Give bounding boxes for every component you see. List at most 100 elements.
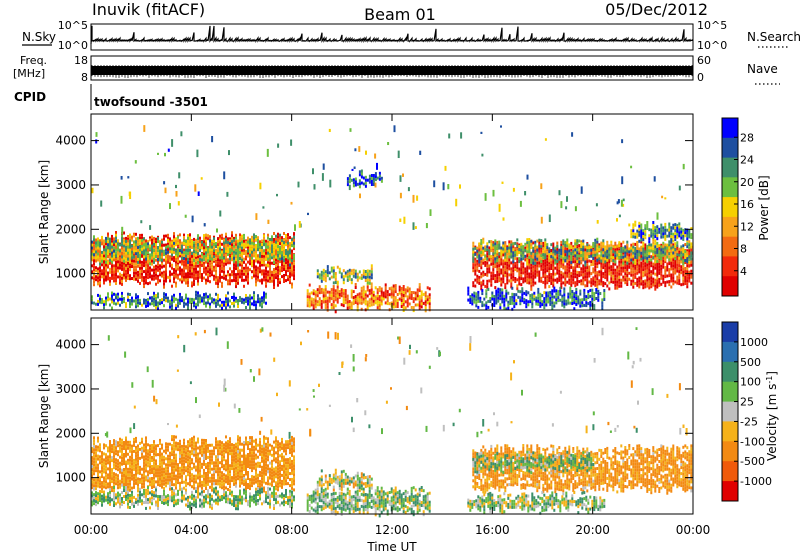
power-cell bbox=[686, 242, 689, 246]
power-cell bbox=[664, 228, 667, 232]
power-cell bbox=[229, 242, 231, 246]
power-cell bbox=[370, 264, 373, 268]
power-cell bbox=[326, 274, 329, 278]
power-cell bbox=[175, 269, 177, 273]
power-cell bbox=[541, 303, 544, 307]
power-cell bbox=[630, 246, 633, 250]
power-cell bbox=[253, 268, 255, 272]
power-cell bbox=[680, 271, 683, 275]
power-cell bbox=[494, 280, 497, 284]
power-cell bbox=[243, 236, 245, 240]
power-cell bbox=[374, 301, 377, 305]
power-cell bbox=[147, 276, 149, 280]
power-cell bbox=[113, 240, 115, 244]
power-cell bbox=[121, 246, 123, 250]
power-cell bbox=[119, 263, 121, 267]
power-cell bbox=[490, 249, 493, 253]
power-cell bbox=[672, 258, 675, 262]
power-cell bbox=[576, 257, 579, 261]
nsky-tick-bottom: 10^0 bbox=[58, 39, 88, 52]
power-cell bbox=[656, 264, 659, 268]
power-cell bbox=[486, 282, 489, 286]
power-cell bbox=[151, 262, 153, 266]
power-cell bbox=[580, 251, 583, 254]
power-cell bbox=[293, 232, 295, 236]
nsearch-label: N.Search bbox=[747, 30, 800, 44]
power-cell bbox=[127, 274, 129, 277]
power-cell bbox=[368, 275, 371, 279]
power-cell bbox=[235, 264, 237, 268]
power-cell bbox=[127, 245, 129, 249]
power-cell bbox=[492, 274, 495, 278]
power-cell bbox=[642, 235, 645, 239]
power-cell bbox=[181, 296, 183, 300]
power-cell bbox=[690, 248, 693, 252]
power-cell bbox=[360, 286, 363, 290]
power-cell bbox=[217, 279, 219, 283]
power-cell bbox=[350, 281, 353, 285]
power-cell bbox=[105, 236, 107, 240]
power-cell bbox=[662, 274, 665, 278]
power-cell bbox=[656, 279, 659, 283]
power-cell bbox=[484, 260, 487, 264]
power-cell bbox=[209, 305, 211, 309]
power-cell bbox=[632, 251, 635, 255]
power-cell bbox=[135, 249, 137, 253]
power-cell bbox=[487, 299, 490, 303]
power-cell bbox=[245, 243, 247, 247]
power-cell bbox=[688, 246, 691, 250]
power-cell bbox=[616, 250, 619, 254]
power-cell bbox=[336, 300, 339, 304]
power-cell bbox=[253, 294, 255, 298]
power-cell bbox=[546, 243, 549, 247]
power-cell bbox=[231, 234, 233, 238]
power-cell bbox=[382, 291, 385, 295]
power-cell bbox=[203, 293, 205, 297]
power-cell bbox=[249, 294, 251, 298]
power-cell bbox=[161, 271, 163, 275]
power-cell bbox=[640, 238, 643, 242]
power-cell bbox=[350, 272, 353, 276]
power-cell bbox=[334, 289, 337, 293]
power-cell bbox=[125, 239, 127, 243]
power-cell bbox=[121, 264, 123, 268]
power-cell bbox=[227, 303, 229, 307]
power-cell bbox=[161, 298, 163, 302]
power-cell bbox=[91, 243, 93, 247]
power-cell bbox=[179, 249, 181, 253]
power-cell bbox=[533, 297, 536, 301]
power-cell bbox=[380, 290, 383, 294]
power-cell bbox=[175, 240, 177, 244]
power-cell bbox=[650, 249, 653, 253]
power-cell bbox=[582, 257, 585, 261]
power-cell bbox=[424, 297, 427, 301]
power-cell bbox=[233, 241, 235, 245]
power-cell bbox=[203, 255, 205, 259]
power-cell bbox=[630, 235, 633, 239]
power-cell bbox=[552, 247, 555, 251]
power-cell bbox=[640, 240, 643, 244]
power-cell bbox=[135, 243, 137, 247]
power-cell bbox=[93, 235, 95, 239]
power-cell bbox=[534, 243, 537, 247]
power-cell bbox=[586, 246, 589, 250]
power-cell bbox=[105, 278, 107, 282]
power-cell bbox=[344, 289, 347, 293]
power-cell bbox=[656, 247, 659, 251]
power-cell bbox=[283, 280, 285, 283]
power-cell bbox=[289, 242, 291, 246]
power-cell bbox=[648, 237, 651, 241]
power-cell bbox=[135, 262, 137, 266]
power-cell bbox=[478, 251, 481, 255]
power-cell bbox=[95, 241, 97, 245]
power-cell bbox=[141, 244, 143, 248]
power-cell bbox=[314, 299, 317, 303]
power-cell bbox=[318, 291, 321, 295]
power-cell bbox=[492, 252, 495, 256]
power-cell bbox=[553, 301, 556, 305]
power-cell bbox=[608, 287, 611, 291]
power-cell bbox=[360, 169, 363, 173]
power-cell bbox=[596, 246, 599, 250]
power-cell bbox=[534, 240, 537, 244]
power-cell bbox=[420, 299, 423, 303]
